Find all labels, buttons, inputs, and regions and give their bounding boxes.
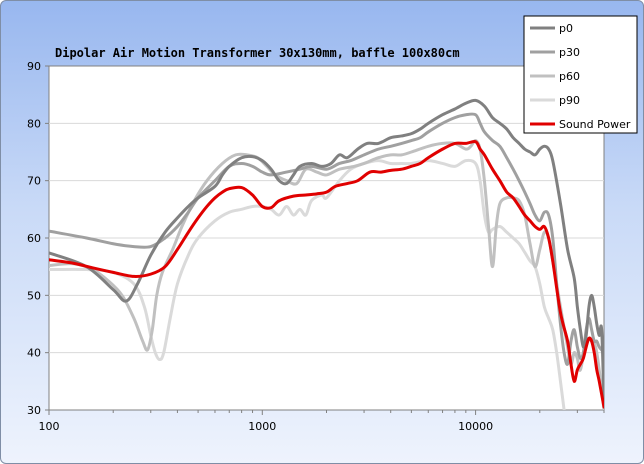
x-axis-ticks: 100 1000 10000 — [39, 410, 605, 433]
x-tick-label: 10000 — [458, 420, 493, 433]
y-tick-label: 50 — [27, 289, 41, 302]
x-tick-label: 100 — [39, 420, 60, 433]
series-line-p0 — [49, 98, 604, 406]
chart-title: Dipolar Air Motion Transformer 30x130mm,… — [55, 46, 460, 60]
legend-label-p60: p60 — [559, 70, 580, 83]
y-tick-label: 60 — [27, 232, 41, 245]
y-axis-ticks: 30 40 50 60 70 80 90 — [27, 60, 49, 417]
y-tick-label: 70 — [27, 175, 41, 188]
legend-label-p0: p0 — [559, 22, 573, 35]
y-tick-label: 40 — [27, 347, 41, 360]
legend-label-p30: p30 — [559, 46, 580, 59]
series-line-sound-power — [49, 139, 604, 409]
y-tick-label: 80 — [27, 117, 41, 130]
series-line-p90 — [49, 158, 566, 410]
legend-label-p90: p90 — [559, 94, 580, 107]
legend-label-sound-power: Sound Power — [559, 118, 631, 131]
x-tick-label: 1000 — [248, 420, 276, 433]
y-tick-label: 90 — [27, 60, 41, 73]
legend: p0 p30 p60 p90 Sound Power — [523, 15, 638, 134]
y-tick-label: 30 — [27, 404, 41, 417]
series-lines — [49, 98, 604, 410]
